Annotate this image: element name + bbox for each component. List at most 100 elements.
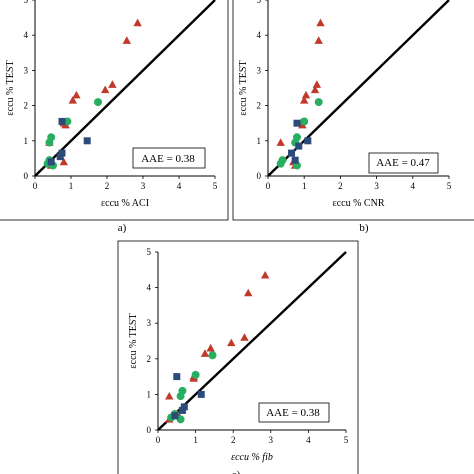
panel-a-y-tick-label: 0 (24, 171, 29, 181)
panel-b-triangle-point (276, 138, 285, 146)
panel-a-annotation-box (132, 147, 206, 169)
panel-a-y-tick-label: 3 (24, 65, 29, 75)
panel-a-triangle-point (59, 157, 68, 166)
panel-a-frame (0, 0, 229, 221)
panel-b-frame (232, 0, 474, 221)
panel-b-x-tick-label: 2 (338, 181, 343, 191)
panel-a-y-tick-label: 5 (24, 0, 29, 5)
panel-c-triangle-point (200, 349, 210, 357)
panel-b-y-tick-label: 0 (257, 171, 262, 181)
panel-c-square-point (178, 406, 186, 414)
panel-a-triangle-point (101, 85, 110, 94)
panel-b-circle-point (314, 98, 323, 107)
panel-c-square-point (171, 412, 179, 420)
panel-b-square-point (288, 149, 296, 157)
panel-a: a) AAE = 0.38 0 1 2 3 4 5 0 1 2 3 4 5 εccu % ACI εccu… (0, 0, 229, 234)
panel-c-x-tick-label: 1 (193, 435, 198, 445)
panel-c-triangle-point (260, 270, 270, 279)
panel-b-square-point (295, 142, 303, 150)
panel-c-square-point (197, 390, 205, 398)
panel-a-x-axis-label: εccu % ACI (101, 198, 149, 209)
panel-a-triangle-point (122, 36, 131, 44)
panel-a-x-tick-label: 1 (69, 181, 74, 191)
panel-b-x-tick-label: 3 (374, 181, 379, 191)
panel-a-circle-point (45, 138, 54, 147)
panel-a-reference-line (34, 0, 216, 177)
panel-c-x-tick-label: 2 (231, 435, 236, 445)
panel-b-reference-line (267, 0, 450, 177)
panel-c-annotation: AAE = 0.38 (266, 407, 320, 419)
panel-c-x-tick-label: 4 (306, 435, 311, 445)
panel-a-annotation: AAE = 0.38 (141, 153, 195, 165)
panel-b-x-tick-label: 4 (411, 181, 416, 191)
panel-a-square-point (83, 137, 91, 145)
panel-a-x-tick-label: 2 (105, 181, 110, 191)
panel-a-x-tick-label: 4 (177, 181, 182, 191)
panel-c-circle-point (176, 415, 185, 424)
panel-c-y-tick-label: 3 (147, 318, 152, 328)
panel-a-y-tick-label: 1 (24, 136, 29, 146)
panel-c-triangle-point (206, 343, 215, 352)
panel-c-triangle-point (244, 288, 253, 297)
panel-b-y-tick-label: 1 (257, 136, 262, 146)
panel-c-annotation-box (258, 402, 330, 423)
panel-a-square-point (58, 149, 66, 157)
panel-a-y-tick-label: 2 (24, 101, 29, 111)
panel-c-square-point (173, 373, 181, 381)
panel-c-x-tick-label: 5 (344, 435, 349, 445)
panel-b-triangle-point (314, 36, 323, 44)
panel-b-y-axis-label: εccu % TEST (238, 60, 249, 115)
panel-c-circle-point (191, 370, 200, 379)
panel-c-triangle-point (165, 391, 174, 400)
panel-c-label: c) (232, 469, 241, 474)
panel-b-square-point (293, 119, 301, 127)
panel-b-label: b) (359, 222, 369, 234)
panel-b-circle-point (276, 159, 285, 168)
panel-c-y-tick-label: 0 (147, 425, 152, 435)
panel-a-square-point (47, 158, 55, 166)
panel-b-circle-point (300, 117, 309, 126)
panel-c-y-tick-label: 5 (147, 247, 152, 257)
panel-c-triangle-point (240, 333, 249, 341)
panel-a-circle-point (94, 98, 102, 107)
panel-b-x-tick-label: 1 (302, 181, 307, 191)
panel-c-x-tick-label: 0 (156, 435, 161, 445)
panel-c-circle-point (208, 351, 217, 360)
panel-c-y-tick-label: 2 (147, 354, 152, 364)
panel-b-square-point (304, 137, 312, 145)
panel-b-y-tick-label: 5 (257, 0, 262, 5)
panel-a-triangle-point (72, 90, 81, 99)
panel-b-triangle-point (312, 80, 322, 88)
panel-b-y-tick-label: 4 (257, 30, 262, 40)
panel-b: b) AAE = 0.47 0 1 2 3 4 5 0 1 2 3 4 5 εccu % CNR εccu… (232, 0, 474, 234)
panel-c-y-tick-label: 1 (147, 389, 152, 399)
panel-a-y-tick-label: 4 (24, 30, 29, 40)
panel-b-triangle-point (300, 96, 309, 104)
panel-a-triangle-point (68, 96, 77, 104)
panel-a-x-tick-label: 3 (141, 181, 146, 191)
panel-a-square-point (58, 117, 66, 125)
panel-b-triangle-point (310, 85, 320, 94)
panel-b-annotation-box (368, 152, 439, 174)
panel-c-frame (117, 240, 359, 474)
panel-a-triangle-point (108, 80, 117, 88)
panel-b-x-tick-label: 5 (447, 181, 452, 191)
panel-c-circle-point (176, 392, 185, 401)
panel-b-triangle-point (301, 90, 311, 99)
panel-b-triangle-point (316, 18, 325, 27)
panel-c-square-point (180, 403, 188, 411)
panel-b-x-axis-label: εccu % CNR (333, 198, 385, 209)
panel-a-y-axis-label: εccu % TEST (5, 60, 16, 115)
panel-b-y-tick-label: 3 (257, 65, 262, 75)
panel-a-label: a) (118, 222, 127, 234)
panel-b-square-point (291, 156, 299, 164)
panel-a-x-tick-label: 0 (33, 181, 38, 191)
panel-a-square-point (56, 153, 64, 161)
panel-b-y-tick-label: 2 (257, 101, 262, 111)
panel-a-x-tick-label: 5 (213, 181, 218, 191)
panel-c-x-tick-label: 3 (269, 435, 274, 445)
panel-b-x-tick-label: 0 (266, 181, 271, 191)
panel-c: c) AAE = 0.38 0 1 2 3 4 5 0 1 2 3 4 5 εccu % fib εccu… (117, 240, 359, 474)
panel-c-reference-line (157, 251, 347, 431)
